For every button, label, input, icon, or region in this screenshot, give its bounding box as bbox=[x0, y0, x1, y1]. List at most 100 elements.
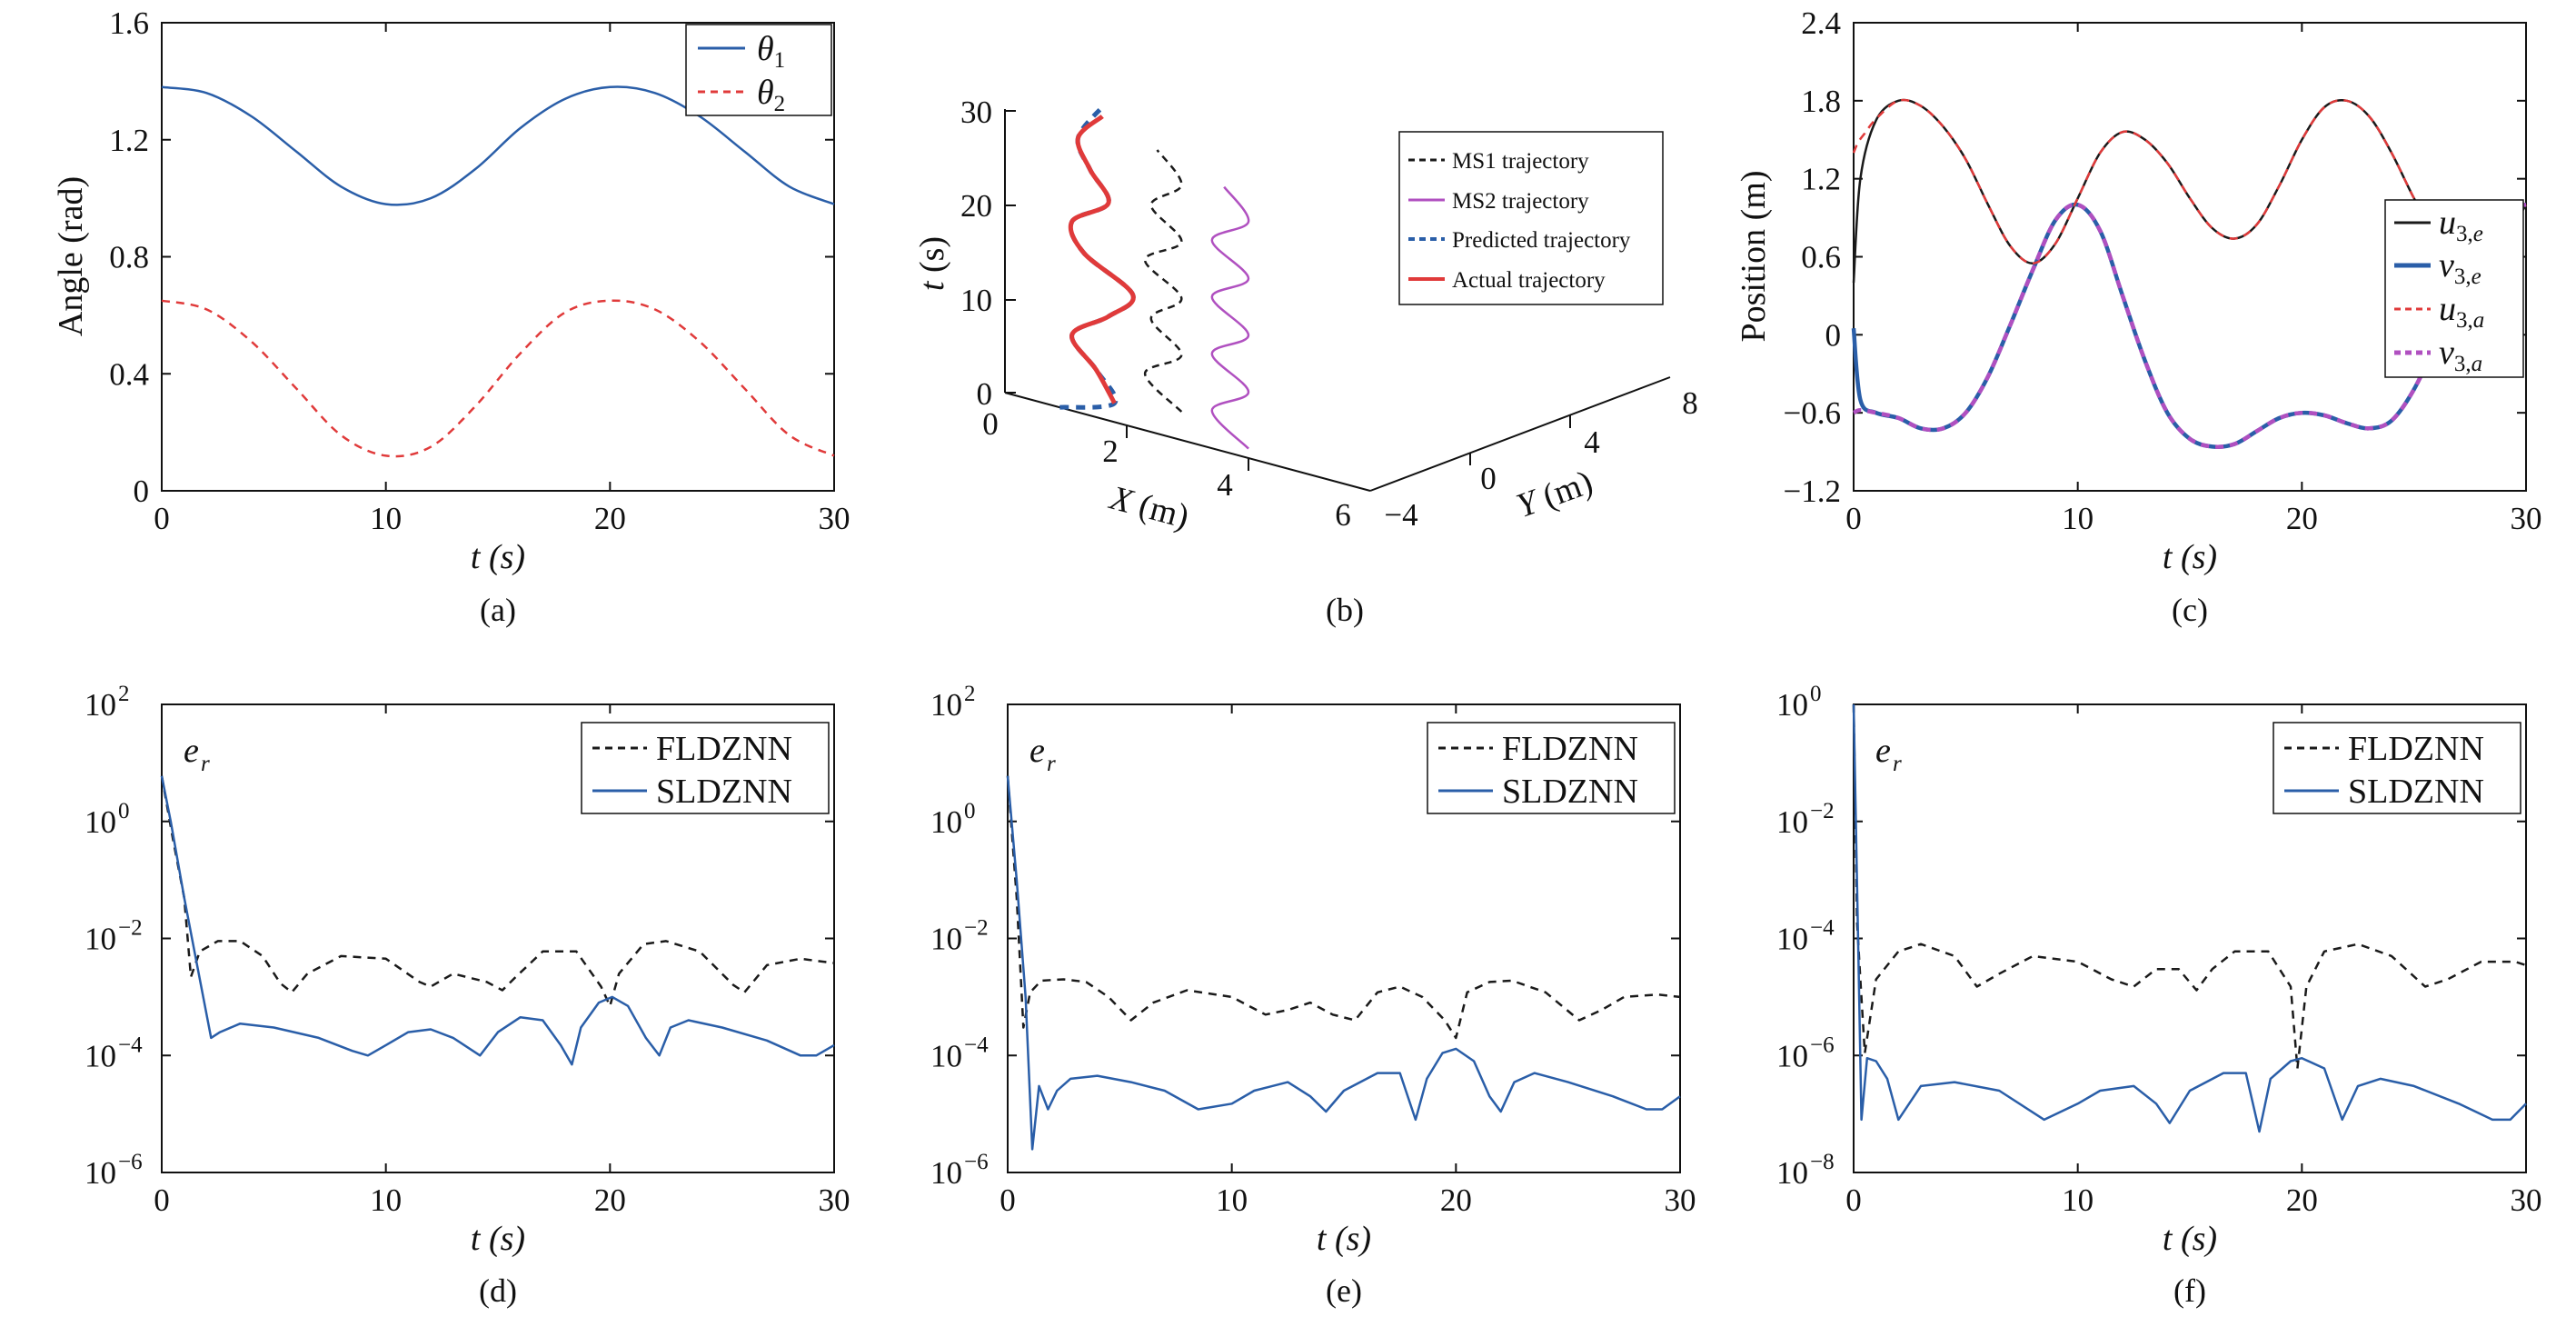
x-tick-label: 10 bbox=[370, 1182, 402, 1218]
svg-text:2: 2 bbox=[1102, 434, 1119, 469]
annotation-er bbox=[1029, 732, 1056, 776]
x-tick-labels: 0 2 4 6 bbox=[982, 406, 1351, 533]
svg-text:−4: −4 bbox=[1384, 497, 1417, 533]
y-tick-label-exponent: −6 bbox=[964, 1150, 989, 1174]
y-axis-label: Angle (rad) bbox=[52, 176, 90, 336]
y-tick-label: 10 bbox=[85, 922, 116, 957]
y-tick-label-exponent: −2 bbox=[118, 916, 143, 941]
legend: FLDZNN SLDZNN bbox=[581, 722, 830, 814]
legend-label-ms2: MS2 trajectory bbox=[1452, 189, 1589, 214]
x-tick-label: 0 bbox=[1845, 1182, 1862, 1218]
x-tick-label: 0 bbox=[154, 1182, 170, 1218]
series-line-0 bbox=[1143, 149, 1183, 413]
x-axis-label: t (s) bbox=[471, 1220, 525, 1258]
svg-text:4: 4 bbox=[1217, 467, 1233, 503]
svg-text:0: 0 bbox=[1480, 461, 1497, 496]
svg-text:20: 20 bbox=[960, 188, 992, 224]
y-tick-label: 2.4 bbox=[1801, 5, 1841, 41]
x-tick-label: 0 bbox=[1845, 501, 1862, 536]
x-tick-label: 30 bbox=[1665, 1182, 1696, 1218]
series-line-1 bbox=[160, 775, 835, 1066]
legend: FLDZNN SLDZNN bbox=[1427, 722, 1676, 814]
y-tick-label-exponent: 2 bbox=[118, 682, 130, 706]
series-line-3 bbox=[1068, 115, 1136, 404]
legend-label-fldznn: FLDZNN bbox=[1502, 730, 1638, 768]
series-line-1 bbox=[1852, 703, 2527, 1133]
x-tick-label: 20 bbox=[1440, 1182, 1472, 1218]
y-tick-labels: −4 0 4 8 bbox=[1384, 385, 1697, 533]
panel-caption: (b) bbox=[1326, 592, 1364, 628]
legend-label-ms1: MS1 trajectory bbox=[1452, 149, 1589, 174]
legend-label-u3e: u3,e bbox=[2439, 204, 2483, 246]
x-tick-label: 20 bbox=[594, 501, 626, 536]
svg-text:0: 0 bbox=[982, 406, 999, 442]
x-axis-label: t (s) bbox=[471, 538, 525, 576]
y-tick-label-exponent: 0 bbox=[1810, 682, 1822, 706]
legend-label-v3a: v3,a bbox=[2439, 334, 2482, 376]
svg-text:8: 8 bbox=[1682, 385, 1698, 421]
series-line-0 bbox=[1006, 775, 1681, 1040]
y-tick-label-exponent: −6 bbox=[1810, 1033, 1835, 1057]
y-tick-label-exponent: −4 bbox=[964, 1033, 989, 1057]
panel-a: 0 10 20 30 0 0.4 0.8 1.2 1.6 Angle (rad) t (s) (… bbox=[52, 5, 850, 628]
y-tick-label-exponent: 2 bbox=[964, 682, 976, 706]
annotation-er bbox=[184, 732, 210, 776]
svg-text:6: 6 bbox=[1335, 497, 1351, 533]
legend-label-fldznn: FLDZNN bbox=[656, 730, 792, 768]
panel-caption: (e) bbox=[1326, 1272, 1362, 1309]
y-tick-label: 10 bbox=[1776, 1155, 1808, 1191]
series-line-1 bbox=[1210, 185, 1250, 450]
y-tick-label: 0 bbox=[1825, 317, 1842, 353]
y-tick-label: 10 bbox=[930, 922, 962, 957]
y-tick-label: 10 bbox=[930, 687, 962, 723]
y-tick-label: 1.8 bbox=[1801, 84, 1841, 119]
legend-label-fldznn: FLDZNN bbox=[2348, 730, 2484, 768]
legend-label-actual: Actual trajectory bbox=[1452, 268, 1606, 293]
y-tick-label: 10 bbox=[1776, 687, 1808, 723]
y-tick-label: 10 bbox=[1776, 1038, 1808, 1073]
y-tick-label: 1.2 bbox=[109, 123, 149, 158]
x-axis-label: t (s) bbox=[2163, 1220, 2217, 1258]
x-tick-label: 30 bbox=[819, 501, 850, 536]
y-tick-label-exponent: −2 bbox=[964, 916, 989, 941]
legend-label-u3a: u3,a bbox=[2439, 290, 2484, 333]
x-tick-label: 20 bbox=[2286, 1182, 2318, 1218]
y-tick-label: 0 bbox=[134, 474, 150, 509]
y-axis-label: Y (m) bbox=[1512, 463, 1598, 525]
y-tick-label: 1.2 bbox=[1801, 162, 1841, 197]
legend: MS1 trajectory MS2 trajectory Predicted … bbox=[1398, 131, 1664, 305]
legend-label-sldznn: SLDZNN bbox=[656, 773, 792, 811]
y-tick-label-exponent: −4 bbox=[1810, 916, 1835, 941]
z-axis-label: t (s) bbox=[913, 236, 951, 291]
y-tick-label: 10 bbox=[930, 1155, 962, 1191]
y-tick-label-exponent: −4 bbox=[118, 1033, 143, 1057]
legend-label-theta1: θ1 bbox=[757, 30, 785, 73]
y-tick-label: 10 bbox=[85, 1038, 116, 1073]
x-tick-label: 0 bbox=[1000, 1182, 1016, 1218]
panel-caption: (f) bbox=[2173, 1272, 2206, 1309]
svg-text:0: 0 bbox=[977, 376, 993, 412]
y-tick-label-exponent: −2 bbox=[1810, 799, 1835, 823]
svg-text:10: 10 bbox=[960, 283, 992, 318]
x-axis-label: t (s) bbox=[1317, 1220, 1371, 1258]
series-line-0 bbox=[1852, 703, 2527, 1070]
series-line-2 bbox=[1059, 105, 1136, 410]
y-axis bbox=[1369, 376, 1671, 492]
legend-label-predicted: Predicted trajectory bbox=[1452, 228, 1631, 253]
x-tick-label: 10 bbox=[370, 501, 402, 536]
legend: FLDZNN SLDZNN bbox=[2273, 722, 2521, 814]
y-tick-label: 10 bbox=[1776, 804, 1808, 840]
y-tick-label: 10 bbox=[85, 687, 116, 723]
y-tick-label: 10 bbox=[85, 804, 116, 840]
panel-caption: (c) bbox=[2172, 592, 2208, 628]
y-tick-label-exponent: 0 bbox=[964, 799, 976, 823]
y-tick-label: 0.4 bbox=[109, 356, 149, 392]
y-tick-label: 10 bbox=[1776, 922, 1808, 957]
y-tick-label: 10 bbox=[85, 1155, 116, 1191]
x-axis-label: X (m) bbox=[1104, 478, 1192, 536]
x-tick-label: 10 bbox=[1216, 1182, 1248, 1218]
y-tick-label-exponent: 0 bbox=[118, 799, 130, 823]
